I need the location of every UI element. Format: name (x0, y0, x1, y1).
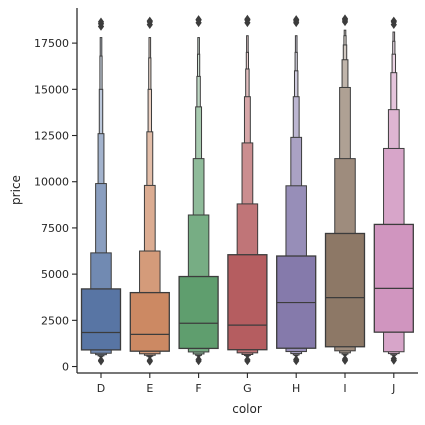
outlier-point-I-high (341, 14, 349, 24)
x-tick-label-G: G (243, 382, 252, 395)
x-tick-label-H: H (292, 382, 300, 395)
boxen-group-E (129, 16, 170, 366)
plot-area (80, 14, 414, 366)
y-tick-label: 15000 (34, 83, 69, 96)
outlier-point-G-high (244, 14, 251, 24)
y-axis-ticks: 0 2500 5000 7500 10000 12500 15000 17500 (34, 37, 77, 374)
x-tick-label-I: I (343, 382, 346, 395)
boxen-box-F-level-1 (178, 275, 219, 350)
outlier-point-H-high (293, 15, 300, 24)
boxen-group-H (276, 15, 317, 366)
outlier-point-E-high (146, 16, 153, 26)
x-tick-label-J: J (391, 382, 395, 395)
x-tick-label-F: F (195, 382, 201, 395)
boxen-box-G-level-1 (227, 254, 268, 351)
x-axis-ticks: D E F G H I J (97, 373, 395, 395)
boxen-group-J (373, 16, 414, 365)
boxen-group-I (324, 14, 366, 365)
boxen-group-G (227, 14, 268, 366)
boxen-box-D-level-1 (80, 288, 122, 351)
boxen-box-I-level-1 (324, 232, 366, 348)
y-tick-label: 5000 (41, 268, 69, 281)
boxen-group-F (178, 15, 219, 366)
outlier-point-D-low (97, 356, 105, 366)
outlier-point-F-high (195, 15, 202, 24)
boxen-box-E-level-1 (129, 291, 170, 352)
x-tick-label-D: D (97, 382, 105, 395)
outlier-point-F-low (195, 356, 202, 366)
y-tick-label: 10000 (34, 176, 69, 189)
outlier-point-I-low (341, 356, 349, 365)
outlier-point-J-high (390, 16, 397, 26)
y-tick-label: 7500 (41, 222, 69, 235)
outlier-point-H-low (293, 356, 300, 366)
outlier-point-G-low (244, 356, 251, 366)
outlier-point-E-low (146, 357, 153, 366)
boxen-group-D (80, 17, 122, 366)
y-axis-label: price (9, 175, 23, 205)
x-tick-label-E: E (146, 382, 153, 395)
y-tick-label: 17500 (34, 37, 69, 50)
y-tick-label: 2500 (41, 314, 69, 327)
y-tick-label: 0 (62, 361, 69, 374)
outlier-point-D-high (97, 17, 105, 27)
x-axis-label: color (232, 402, 262, 416)
outlier-point-J-low (390, 356, 397, 365)
y-tick-label: 12500 (34, 130, 69, 143)
boxen-box-J-level-1 (373, 223, 414, 333)
